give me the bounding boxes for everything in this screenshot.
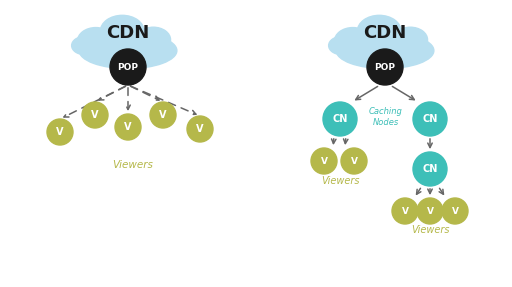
Circle shape (442, 198, 468, 224)
Text: V: V (196, 124, 204, 134)
Text: CN: CN (422, 164, 438, 174)
Text: V: V (401, 207, 409, 216)
Circle shape (311, 148, 337, 174)
Text: V: V (159, 110, 167, 120)
Text: CN: CN (332, 114, 348, 124)
Text: V: V (321, 156, 328, 166)
Text: CDN: CDN (364, 24, 407, 42)
Text: POP: POP (117, 63, 139, 71)
Circle shape (323, 102, 357, 136)
Circle shape (187, 116, 213, 142)
Ellipse shape (79, 33, 177, 69)
Text: V: V (351, 156, 357, 166)
Ellipse shape (357, 15, 401, 47)
Text: Viewers: Viewers (321, 176, 359, 186)
Ellipse shape (72, 36, 97, 55)
Circle shape (47, 119, 73, 145)
Circle shape (417, 198, 443, 224)
Ellipse shape (393, 27, 428, 53)
Text: V: V (91, 110, 99, 120)
Circle shape (341, 148, 367, 174)
Text: V: V (124, 122, 132, 132)
Circle shape (150, 102, 176, 128)
Ellipse shape (100, 15, 144, 47)
Text: Viewers: Viewers (113, 160, 154, 170)
Ellipse shape (336, 33, 434, 69)
Text: V: V (426, 207, 434, 216)
Ellipse shape (334, 28, 371, 55)
Circle shape (115, 114, 141, 140)
Text: CN: CN (422, 114, 438, 124)
Ellipse shape (136, 27, 170, 53)
Text: CDN: CDN (106, 24, 150, 42)
Circle shape (413, 102, 447, 136)
Text: V: V (452, 207, 459, 216)
Circle shape (82, 102, 108, 128)
Circle shape (413, 152, 447, 186)
Text: Caching
Nodes: Caching Nodes (369, 107, 403, 127)
Text: V: V (56, 127, 64, 137)
Text: POP: POP (374, 63, 395, 71)
Ellipse shape (77, 28, 114, 55)
Circle shape (110, 49, 146, 85)
Ellipse shape (329, 36, 354, 55)
Circle shape (392, 198, 418, 224)
Circle shape (367, 49, 403, 85)
Text: Viewers: Viewers (411, 225, 449, 235)
